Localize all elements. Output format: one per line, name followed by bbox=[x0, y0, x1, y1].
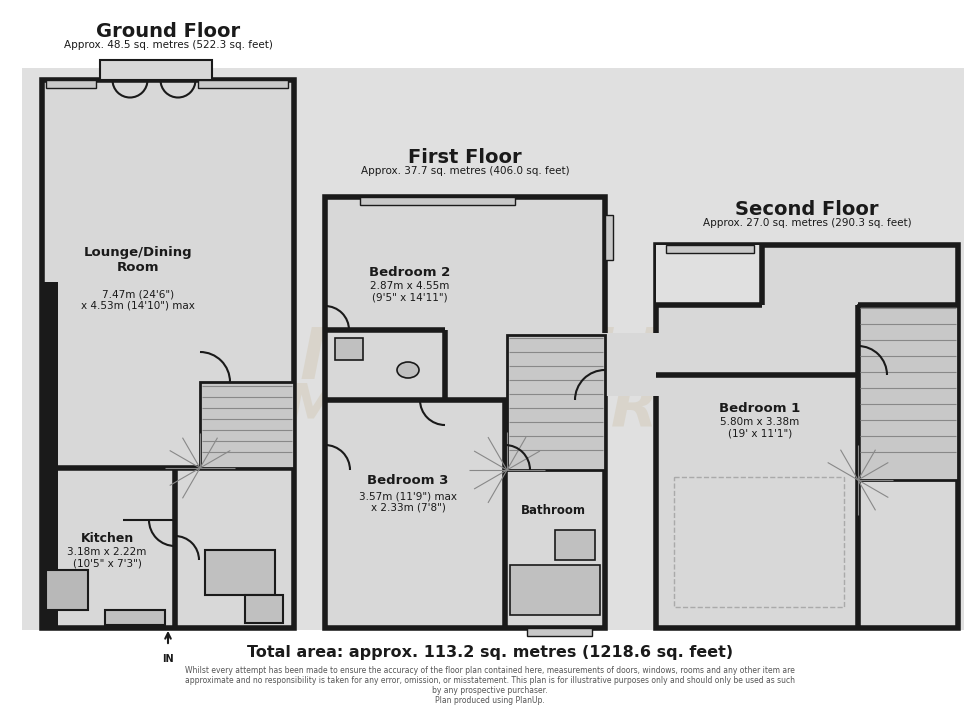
Text: Approx. 27.0 sq. metres (290.3 sq. feet): Approx. 27.0 sq. metres (290.3 sq. feet) bbox=[703, 218, 911, 228]
Bar bbox=[507, 335, 605, 470]
Bar bbox=[555, 530, 595, 560]
Bar bbox=[245, 595, 283, 623]
Text: 3.18m x 2.22m
(10'5" x 7'3"): 3.18m x 2.22m (10'5" x 7'3") bbox=[68, 548, 147, 569]
Text: Approx. 48.5 sq. metres (522.3 sq. feet): Approx. 48.5 sq. metres (522.3 sq. feet) bbox=[64, 40, 272, 50]
Bar bbox=[198, 80, 288, 88]
Ellipse shape bbox=[397, 362, 419, 378]
Bar bbox=[335, 338, 363, 360]
Bar bbox=[22, 68, 964, 630]
Text: MANSELL: MANSELL bbox=[299, 325, 681, 394]
Text: approximate and no responsibility is taken for any error, omission, or misstatem: approximate and no responsibility is tak… bbox=[185, 676, 795, 685]
Bar bbox=[605, 215, 613, 260]
Bar bbox=[858, 305, 958, 480]
Text: Whilst every attempt has been made to ensure the accuracy of the floor plan cont: Whilst every attempt has been made to en… bbox=[185, 666, 795, 675]
Text: 3.57m (11'9") max
x 2.33m (7'8"): 3.57m (11'9") max x 2.33m (7'8") bbox=[359, 491, 457, 513]
Bar bbox=[510, 565, 600, 615]
Bar bbox=[329, 333, 766, 396]
Bar bbox=[666, 245, 754, 253]
Bar bbox=[674, 477, 844, 607]
Bar bbox=[46, 80, 96, 88]
Bar bbox=[325, 197, 605, 628]
Text: Bedroom 2: Bedroom 2 bbox=[369, 266, 451, 278]
Text: Ground Floor: Ground Floor bbox=[96, 22, 240, 41]
Text: First Floor: First Floor bbox=[409, 148, 521, 167]
Bar bbox=[205, 550, 275, 595]
Text: Bedroom 1: Bedroom 1 bbox=[719, 402, 801, 414]
Bar bbox=[100, 60, 212, 80]
Bar bbox=[656, 245, 958, 628]
Bar bbox=[200, 382, 294, 468]
Bar bbox=[105, 610, 165, 625]
Text: Total area: approx. 113.2 sq. metres (1218.6 sq. feet): Total area: approx. 113.2 sq. metres (12… bbox=[247, 645, 733, 660]
Text: Plan produced using PlanUp.: Plan produced using PlanUp. bbox=[435, 696, 545, 705]
Bar bbox=[656, 245, 762, 305]
Text: Bathroom: Bathroom bbox=[520, 503, 585, 516]
Bar bbox=[42, 80, 294, 628]
Bar bbox=[360, 197, 515, 205]
Text: 5.80m x 3.38m
(19' x 11'1"): 5.80m x 3.38m (19' x 11'1") bbox=[720, 417, 800, 439]
Text: McTAGGART: McTAGGART bbox=[282, 380, 698, 439]
Text: IN: IN bbox=[162, 654, 173, 664]
Bar bbox=[527, 628, 592, 636]
Text: Approx. 37.7 sq. metres (406.0 sq. feet): Approx. 37.7 sq. metres (406.0 sq. feet) bbox=[361, 166, 569, 176]
Text: 7.47m (24'6")
x 4.53m (14'10") max: 7.47m (24'6") x 4.53m (14'10") max bbox=[81, 289, 195, 311]
Text: Kitchen: Kitchen bbox=[80, 531, 133, 545]
Bar bbox=[46, 570, 88, 610]
Bar bbox=[42, 282, 58, 628]
Text: Bedroom 3: Bedroom 3 bbox=[368, 473, 449, 486]
Text: Lounge/Dining
Room: Lounge/Dining Room bbox=[83, 246, 192, 274]
Text: Second Floor: Second Floor bbox=[735, 200, 879, 219]
Text: 2.87m x 4.55m
(9'5" x 14'11"): 2.87m x 4.55m (9'5" x 14'11") bbox=[370, 281, 450, 303]
Text: by any prospective purchaser.: by any prospective purchaser. bbox=[432, 686, 548, 695]
